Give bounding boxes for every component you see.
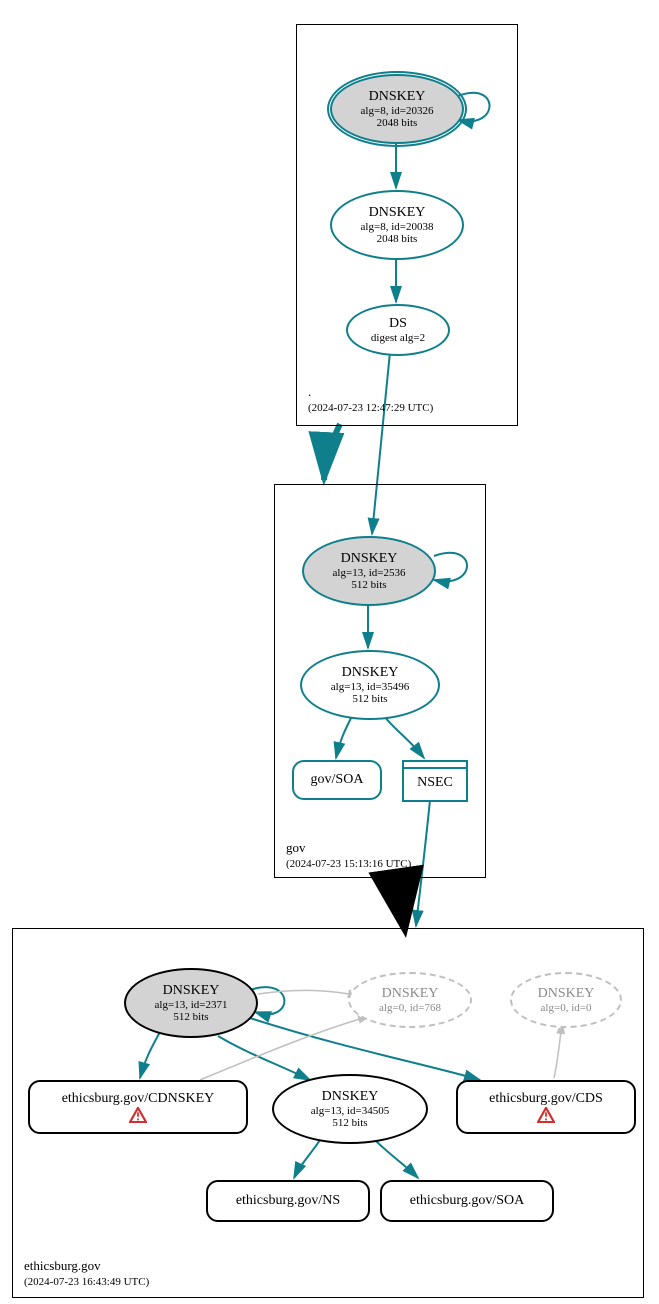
- warning-icon: [537, 1107, 555, 1123]
- node-sub1: alg=13, id=2536: [333, 567, 406, 579]
- node-title: ethicsburg.gov/CDNSKEY: [62, 1091, 215, 1106]
- node-title: DNSKEY: [538, 986, 595, 1001]
- node-sub1: alg=8, id=20326: [361, 105, 434, 117]
- node-dom-ns: ethicsburg.gov/NS: [206, 1180, 370, 1222]
- node-title: DNSKEY: [341, 551, 398, 566]
- node-gov-ksk: DNSKEY alg=13, id=2536 512 bits: [302, 536, 436, 606]
- node-title: DNSKEY: [163, 983, 220, 998]
- node-root-ksk: DNSKEY alg=8, id=20326 2048 bits: [330, 74, 464, 144]
- node-title: ethicsburg.gov/NS: [236, 1193, 340, 1208]
- zone-root-label: .: [308, 384, 311, 400]
- node-gov-nsec: NSEC: [402, 760, 468, 802]
- node-dom-cds: ethicsburg.gov/CDS: [456, 1080, 636, 1134]
- node-sub1: alg=13, id=2371: [155, 999, 228, 1011]
- node-dom-ksk: DNSKEY alg=13, id=2371 512 bits: [124, 968, 258, 1038]
- zone-gov-sublabel: (2024-07-23 15:13:16 UTC): [286, 858, 411, 870]
- node-root-ds: DS digest alg=2: [346, 304, 450, 356]
- node-dom-dnskey-768: DNSKEY alg=0, id=768: [348, 972, 472, 1028]
- node-sub2: 512 bits: [332, 1117, 367, 1129]
- warning-icon: [129, 1107, 147, 1123]
- node-dom-cdnskey: ethicsburg.gov/CDNSKEY: [28, 1080, 248, 1134]
- node-sub2: 512 bits: [352, 693, 387, 705]
- node-sub2: 2048 bits: [377, 117, 418, 129]
- node-sub1: alg=0, id=0: [541, 1002, 592, 1014]
- node-sub2: 2048 bits: [377, 233, 418, 245]
- zone-domain-label: ethicsburg.gov: [24, 1258, 101, 1274]
- node-dom-dnskey-0: DNSKEY alg=0, id=0: [510, 972, 622, 1028]
- node-sub2: 512 bits: [351, 579, 386, 591]
- node-root-zsk: DNSKEY alg=8, id=20038 2048 bits: [330, 190, 464, 260]
- node-sub1: alg=0, id=768: [379, 1002, 441, 1014]
- zone-domain-sublabel: (2024-07-23 16:43:49 UTC): [24, 1276, 149, 1288]
- node-gov-soa: gov/SOA: [292, 760, 382, 800]
- node-sub1: digest alg=2: [371, 332, 425, 344]
- node-title: DNSKEY: [369, 89, 426, 104]
- node-title: DNSKEY: [322, 1089, 379, 1104]
- node-title: DS: [389, 316, 407, 331]
- node-title: gov/SOA: [311, 772, 364, 787]
- node-gov-zsk: DNSKEY alg=13, id=35496 512 bits: [300, 650, 440, 720]
- node-sub1: alg=13, id=35496: [331, 681, 409, 693]
- node-title: DNSKEY: [369, 205, 426, 220]
- node-title: DNSKEY: [342, 665, 399, 680]
- node-sub1: alg=13, id=34505: [311, 1105, 389, 1117]
- node-title: NSEC: [417, 775, 453, 790]
- node-sub2: 512 bits: [173, 1011, 208, 1023]
- node-sub1: alg=8, id=20038: [361, 221, 434, 233]
- zone-gov-label: gov: [286, 840, 306, 856]
- zone-root-sublabel: (2024-07-23 12:47:29 UTC): [308, 402, 433, 414]
- node-title: DNSKEY: [382, 986, 439, 1001]
- node-title: ethicsburg.gov/CDS: [489, 1091, 603, 1106]
- node-dom-soa: ethicsburg.gov/SOA: [380, 1180, 554, 1222]
- node-dom-zsk: DNSKEY alg=13, id=34505 512 bits: [272, 1074, 428, 1144]
- node-title: ethicsburg.gov/SOA: [410, 1193, 524, 1208]
